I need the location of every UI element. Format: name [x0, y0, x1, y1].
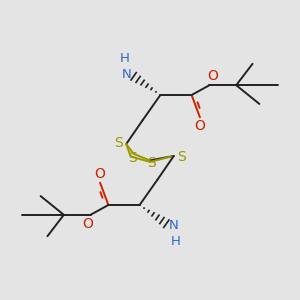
Text: H: H	[170, 235, 180, 248]
Text: S: S	[128, 151, 136, 165]
Text: N: N	[169, 219, 179, 232]
Text: O: O	[194, 119, 206, 133]
Text: S: S	[114, 136, 123, 150]
Text: S: S	[147, 156, 156, 170]
Text: O: O	[82, 217, 93, 231]
Text: O: O	[207, 69, 218, 83]
Text: H: H	[120, 52, 130, 65]
Text: N: N	[121, 68, 131, 81]
Text: O: O	[94, 167, 106, 182]
Text: S: S	[177, 150, 186, 164]
